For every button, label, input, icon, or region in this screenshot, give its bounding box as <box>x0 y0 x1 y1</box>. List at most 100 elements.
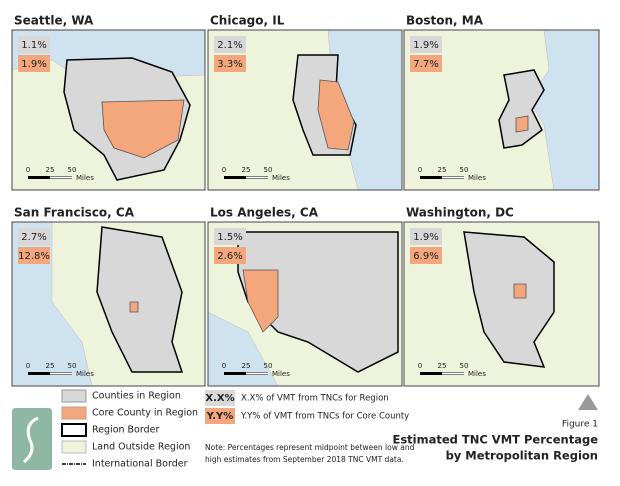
key-label: X.X% of VMT from TNCs for Region <box>241 394 389 404</box>
core-pct: 6.9% <box>413 251 438 262</box>
scale-label: 50 <box>68 362 77 370</box>
scale-label: 25 <box>46 362 55 370</box>
key-box <box>205 390 235 406</box>
panel-title: Washington, DC <box>406 206 514 220</box>
scale-label: 50 <box>264 166 273 174</box>
scale-label: 50 <box>460 362 469 370</box>
core-pct-box <box>18 247 50 264</box>
scale-label: 50 <box>68 166 77 174</box>
panel-frame <box>403 29 600 191</box>
core-pct-box <box>214 247 246 264</box>
note: Note: Percentages represent midpoint bet… <box>205 443 415 452</box>
key-label: Y.Y% of VMT from TNCs for Core County <box>240 412 409 422</box>
scale-label: 0 <box>26 362 30 370</box>
core-pct-box <box>410 55 442 72</box>
core-pct: 2.6% <box>217 251 242 262</box>
core-pct-box <box>214 55 246 72</box>
scale-unit: Miles <box>76 370 94 378</box>
region-pct: 2.7% <box>21 232 46 243</box>
panel-title: Chicago, IL <box>210 14 285 28</box>
panel-title: Los Angeles, CA <box>210 206 319 220</box>
logo-mark <box>23 416 39 464</box>
panel-frame <box>207 221 403 387</box>
core-pct: 12.8% <box>18 251 50 262</box>
region-pct: 1.1% <box>21 40 46 51</box>
core-pct: 1.9% <box>21 59 46 70</box>
scale-unit: Miles <box>272 174 290 182</box>
scale-label: 25 <box>242 166 251 174</box>
scale-bar-half <box>442 372 464 375</box>
core-pct: 3.3% <box>217 59 242 70</box>
scale-label: 0 <box>222 166 226 174</box>
scale-bar-half <box>246 176 268 179</box>
panel-title: Seattle, WA <box>14 14 94 28</box>
scale-label: 25 <box>438 166 447 174</box>
panel-title: San Francisco, CA <box>14 206 135 220</box>
region-pct-box <box>410 228 442 245</box>
scale-label: 25 <box>242 362 251 370</box>
region <box>498 69 545 149</box>
key-box-label: X.X% <box>205 393 234 404</box>
scale-unit: Miles <box>468 370 486 378</box>
legend-swatch <box>61 423 87 437</box>
region-pct: 1.9% <box>413 232 438 243</box>
region-pct-box <box>410 36 442 53</box>
region-pct-box <box>18 36 50 53</box>
scale-bar-half <box>246 372 268 375</box>
core-pct-box <box>410 247 442 264</box>
legend-label: Land Outside Region <box>92 442 190 453</box>
region-pct-box <box>214 228 246 245</box>
core-pct-box <box>18 55 50 72</box>
scale-unit: Miles <box>76 174 94 182</box>
legend-label: Core County in Region <box>92 408 198 419</box>
scale-label: 0 <box>26 166 30 174</box>
panel-frame <box>403 221 600 387</box>
region <box>463 231 555 368</box>
core-pct: 7.7% <box>413 59 438 70</box>
scale-bar-half <box>442 176 464 179</box>
core-county <box>317 79 355 151</box>
core-county <box>101 99 185 159</box>
region <box>237 231 399 373</box>
legend-label: International Border <box>92 459 188 470</box>
region-pct-box <box>214 36 246 53</box>
panel-frame <box>11 221 206 387</box>
scale-label: 25 <box>46 166 55 174</box>
scale-unit: Miles <box>272 370 290 378</box>
figure-title: Estimated TNC VMT Percentage <box>392 433 598 447</box>
scale-label: 0 <box>418 166 422 174</box>
scale-label: 50 <box>264 362 273 370</box>
scale-label: 0 <box>418 362 422 370</box>
region-pct-box <box>18 228 50 245</box>
scale-label: 50 <box>460 166 469 174</box>
key-box-label: Y.Y% <box>206 411 234 422</box>
core-county <box>515 115 529 133</box>
scale-label: 0 <box>222 362 226 370</box>
scale-bar-half <box>50 372 72 375</box>
region <box>96 226 184 373</box>
scale-label: 25 <box>438 362 447 370</box>
region-pct: 1.5% <box>217 232 242 243</box>
region-pct: 2.1% <box>217 40 242 51</box>
figure-icon <box>578 394 598 410</box>
figure-title: by Metropolitan Region <box>446 449 598 463</box>
figure-label: Figure 1 <box>562 420 598 430</box>
legend-label: Region Border <box>92 425 159 436</box>
panel-frame <box>207 29 403 191</box>
legend-swatch <box>61 389 87 403</box>
logo <box>12 408 52 470</box>
core-county <box>129 301 139 313</box>
note: high estimates from September 2018 TNC V… <box>205 455 404 464</box>
scale-bar-half <box>50 176 72 179</box>
core-county <box>242 269 279 333</box>
legend-label: Counties in Region <box>92 391 181 402</box>
legend-swatch <box>61 406 87 420</box>
panel-frame <box>11 29 206 191</box>
key-box <box>205 408 235 424</box>
